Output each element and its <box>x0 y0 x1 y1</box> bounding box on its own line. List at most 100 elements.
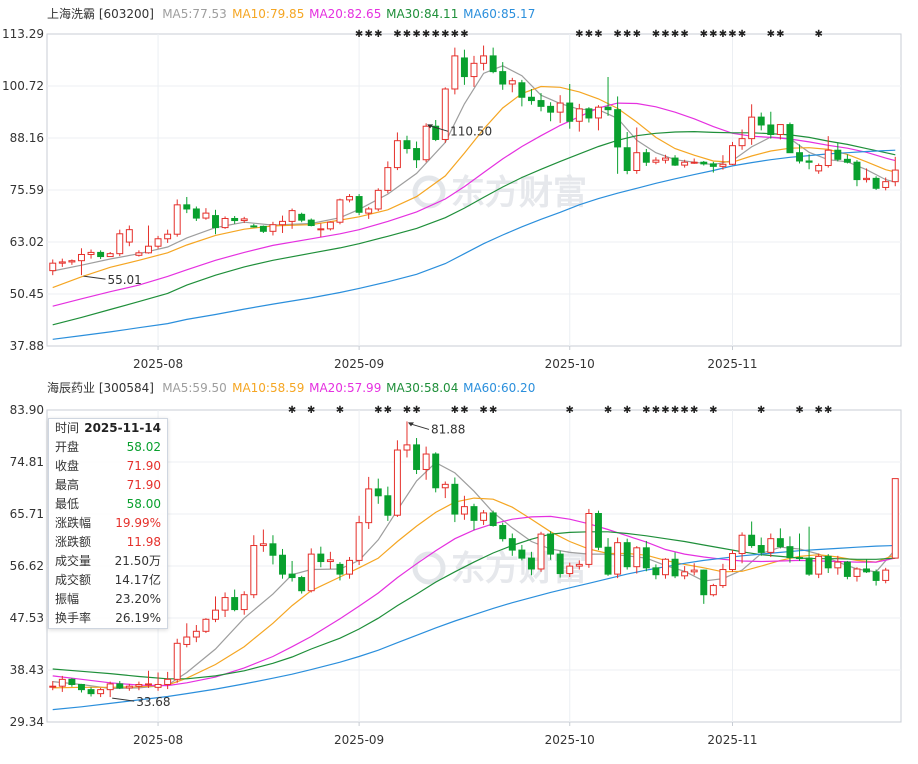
candle <box>77 248 85 276</box>
candle <box>68 259 76 265</box>
event-marker: ✱ <box>661 29 669 40</box>
event-marker: ✱ <box>307 405 315 416</box>
candle-body <box>652 159 660 163</box>
tooltip-row: 涨跌额 11.98 <box>49 533 167 552</box>
event-marker: ✱ <box>652 29 660 40</box>
candle <box>891 478 899 559</box>
candle <box>326 221 334 231</box>
y-tick-label: 113.29 <box>2 27 44 41</box>
candle-body <box>690 161 698 164</box>
candle-body <box>164 233 172 240</box>
candle-body <box>173 642 181 680</box>
y-tick-label: 74.81 <box>10 455 44 469</box>
event-marker: ✱ <box>661 405 669 416</box>
candle <box>527 551 535 576</box>
candle-body <box>872 571 880 581</box>
candle <box>872 569 880 586</box>
candle <box>202 208 210 220</box>
candle-body <box>298 213 306 221</box>
candle <box>403 135 411 154</box>
candle-body <box>681 161 689 166</box>
candle <box>145 670 152 688</box>
candle <box>432 452 440 493</box>
candle-body <box>824 555 832 569</box>
event-marker: ✱ <box>441 29 449 40</box>
event-marker: ✱ <box>594 29 602 40</box>
candle <box>891 156 899 187</box>
tooltip-key: 收盘 <box>55 459 80 473</box>
tooltip-value: 21.50万 <box>114 554 161 568</box>
candle-body <box>135 683 143 687</box>
candle <box>183 196 191 214</box>
ma-legend-4: MA30:84.11 <box>386 7 458 21</box>
candle-body <box>489 512 497 527</box>
candle-body <box>374 488 382 497</box>
candle-body <box>212 215 219 229</box>
candle-body <box>97 689 105 695</box>
candle-body <box>97 251 105 258</box>
candle-body <box>269 543 277 556</box>
candle <box>470 503 478 531</box>
event-marker: ✱ <box>642 405 650 416</box>
candle <box>307 218 315 227</box>
event-marker: ✱ <box>403 405 411 416</box>
candle-body <box>154 683 162 688</box>
x-tick-label: 2025-11 <box>707 733 757 747</box>
candle <box>662 154 669 164</box>
ma-legend-5: MA60:60.20 <box>463 381 535 395</box>
candle-body <box>58 678 66 687</box>
event-marker: ✱ <box>623 29 631 40</box>
candle-body <box>738 138 746 147</box>
candle <box>240 216 248 224</box>
event-marker: ✱ <box>680 29 688 40</box>
candle <box>729 141 736 166</box>
candle-body <box>834 149 842 160</box>
candle <box>499 522 507 542</box>
candle-body <box>671 157 679 166</box>
event-marker: ✱ <box>412 405 420 416</box>
candle <box>518 79 526 107</box>
x-tick-label: 2025-08 <box>133 357 183 371</box>
candle <box>106 681 114 698</box>
candle-body <box>192 208 200 219</box>
candle <box>432 120 440 142</box>
min-pointer <box>112 697 135 702</box>
candle-body <box>422 125 430 161</box>
candle <box>49 259 57 276</box>
candle-body <box>470 62 478 78</box>
candle <box>87 687 95 697</box>
candle <box>231 589 239 612</box>
candle <box>480 510 488 525</box>
candle-body <box>642 547 650 569</box>
candle <box>508 533 516 556</box>
candle-body <box>77 253 85 262</box>
candle-body <box>231 217 239 222</box>
candle <box>212 596 219 623</box>
candle-body <box>58 261 66 264</box>
ma60-line <box>52 544 896 711</box>
candle-body <box>633 547 641 568</box>
candle-body <box>614 109 622 148</box>
tooltip-row: 成交额 14.17亿 <box>49 571 167 590</box>
candle-body <box>623 542 631 568</box>
candle <box>365 206 373 219</box>
candle <box>125 683 133 691</box>
candle <box>336 198 344 225</box>
candle-body <box>748 116 756 140</box>
tooltip-key: 振幅 <box>55 592 80 606</box>
candle <box>221 592 229 618</box>
candle <box>58 258 66 267</box>
min-price-label: 33.68 <box>136 695 170 709</box>
candle <box>537 531 545 572</box>
candle-body <box>623 147 631 171</box>
y-tick-label: 50.45 <box>10 287 44 301</box>
candle <box>441 87 449 143</box>
candle <box>470 55 478 87</box>
event-marker: ✱ <box>824 405 832 416</box>
candle-body <box>853 161 861 181</box>
event-marker: ✱ <box>795 405 803 416</box>
candle-body <box>863 568 871 573</box>
event-marker: ✱ <box>374 405 382 416</box>
candle <box>776 124 784 140</box>
